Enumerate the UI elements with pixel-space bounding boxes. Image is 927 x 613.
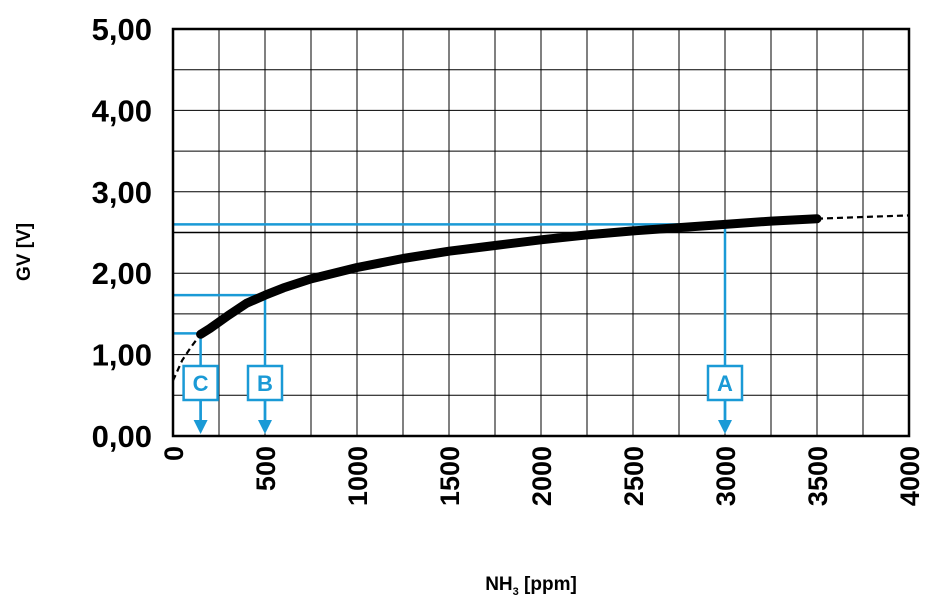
- x-axis-title-unit: [ppm]: [519, 574, 577, 595]
- y-tick-label: 0,00: [92, 419, 152, 454]
- x-tick-label: 3500: [803, 446, 833, 506]
- y-tick-label: 1,00: [92, 338, 152, 373]
- y-tick-labels: 0,00 1,00 2,00 3,00 4,00 5,00: [92, 12, 152, 454]
- x-tick-labels: 0 500 1000 1500 2000 2500 3000 3500 4000: [159, 446, 925, 506]
- series-layer: [171, 214, 910, 382]
- annotation-marker-b: B: [246, 364, 284, 434]
- annotation-label: B: [257, 371, 273, 396]
- annotation-arrow-head: [718, 420, 732, 434]
- annotation-box: [246, 364, 284, 402]
- x-axis-title-main: NH: [485, 574, 512, 595]
- series-line-dashed-2: [816, 214, 910, 220]
- x-tick-label: 3000: [711, 446, 741, 506]
- series-line-dashed-1: [171, 333, 202, 382]
- annotation-label: A: [717, 371, 733, 396]
- x-axis-title-subscript: 3: [513, 586, 519, 598]
- x-tick-label: 1500: [435, 446, 465, 506]
- y-tick-label: 4,00: [92, 93, 152, 128]
- x-tick-label: 500: [251, 446, 281, 491]
- annotation-marker-c: C: [182, 364, 219, 434]
- series-line-solid: [196, 214, 822, 339]
- annotation-marker-a: A: [706, 364, 744, 434]
- annotation-label: C: [193, 371, 209, 396]
- annotation-markers-layer: A B C: [182, 364, 744, 434]
- annotation-arrow-head: [193, 420, 208, 434]
- x-tick-label: 2500: [619, 446, 649, 506]
- y-tick-label: 2,00: [92, 256, 152, 291]
- x-tick-label: 4000: [895, 446, 925, 506]
- y-tick-label: 3,00: [92, 175, 152, 210]
- x-tick-label: 2000: [527, 446, 557, 506]
- x-tick-label: 1000: [343, 446, 373, 506]
- y-axis-title: GV [V]: [14, 223, 35, 281]
- y-tick-label: 5,00: [92, 12, 152, 47]
- plot-frame: [171, 27, 911, 438]
- annotation-box: [706, 364, 744, 402]
- annotation-arrow-head: [258, 420, 272, 434]
- x-tick-label: 0: [159, 446, 189, 461]
- x-axis-title: NH3 [ppm]: [485, 574, 577, 598]
